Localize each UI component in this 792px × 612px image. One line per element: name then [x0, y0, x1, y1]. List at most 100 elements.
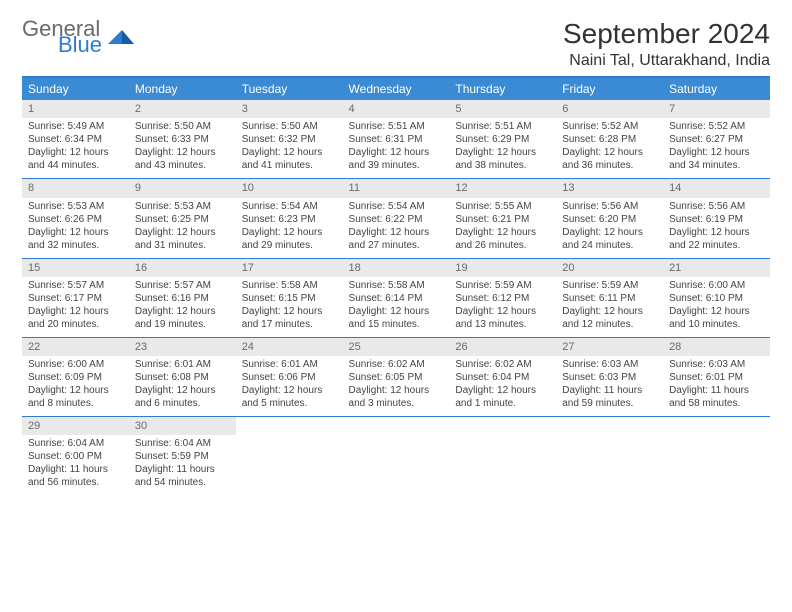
- sunset-text: Sunset: 6:11 PM: [562, 292, 657, 305]
- daylight-text-2: and 12 minutes.: [562, 318, 657, 331]
- day-detail-cell: [343, 435, 450, 495]
- sunset-text: Sunset: 6:31 PM: [349, 133, 444, 146]
- day-detail-cell: Sunrise: 5:59 AMSunset: 6:11 PMDaylight:…: [556, 277, 663, 338]
- daylight-text-2: and 31 minutes.: [135, 239, 230, 252]
- daylight-text-1: Daylight: 12 hours: [455, 384, 550, 397]
- daylight-text-2: and 26 minutes.: [455, 239, 550, 252]
- daylight-text-1: Daylight: 11 hours: [135, 463, 230, 476]
- daylight-text-1: Daylight: 12 hours: [28, 226, 123, 239]
- day-detail-cell: [236, 435, 343, 495]
- daylight-text-2: and 43 minutes.: [135, 159, 230, 172]
- day-detail-cell: Sunrise: 5:58 AMSunset: 6:14 PMDaylight:…: [343, 277, 450, 338]
- sunrise-text: Sunrise: 5:55 AM: [455, 200, 550, 213]
- sunset-text: Sunset: 6:00 PM: [28, 450, 123, 463]
- daylight-text-1: Daylight: 12 hours: [135, 226, 230, 239]
- sunset-text: Sunset: 6:34 PM: [28, 133, 123, 146]
- day-number-cell: 20: [556, 258, 663, 277]
- sunset-text: Sunset: 6:26 PM: [28, 213, 123, 226]
- logo-text-blue: Blue: [58, 34, 102, 56]
- header: General Blue September 2024 Naini Tal, U…: [22, 18, 770, 70]
- day-detail-row: Sunrise: 5:49 AMSunset: 6:34 PMDaylight:…: [22, 118, 770, 179]
- sunset-text: Sunset: 6:08 PM: [135, 371, 230, 384]
- day-number-cell: 2: [129, 100, 236, 118]
- daylight-text-1: Daylight: 12 hours: [455, 226, 550, 239]
- daylight-text-2: and 54 minutes.: [135, 476, 230, 489]
- day-number-row: 891011121314: [22, 179, 770, 198]
- day-number-row: 15161718192021: [22, 258, 770, 277]
- day-number-cell: 23: [129, 337, 236, 356]
- day-detail-cell: Sunrise: 6:04 AMSunset: 5:59 PMDaylight:…: [129, 435, 236, 495]
- day-detail-cell: [556, 435, 663, 495]
- day-number-cell: 27: [556, 337, 663, 356]
- sunset-text: Sunset: 6:33 PM: [135, 133, 230, 146]
- daylight-text-1: Daylight: 12 hours: [135, 384, 230, 397]
- day-number-cell: 28: [663, 337, 770, 356]
- sunrise-text: Sunrise: 6:00 AM: [28, 358, 123, 371]
- day-detail-cell: [663, 435, 770, 495]
- daylight-text-1: Daylight: 12 hours: [562, 226, 657, 239]
- sunset-text: Sunset: 6:19 PM: [669, 213, 764, 226]
- day-number-cell: [556, 417, 663, 436]
- day-number-cell: 15: [22, 258, 129, 277]
- sunrise-text: Sunrise: 5:54 AM: [349, 200, 444, 213]
- weekday-header-row: SundayMondayTuesdayWednesdayThursdayFrid…: [22, 78, 770, 100]
- sunset-text: Sunset: 6:29 PM: [455, 133, 550, 146]
- sunrise-text: Sunrise: 5:54 AM: [242, 200, 337, 213]
- daylight-text-2: and 20 minutes.: [28, 318, 123, 331]
- day-detail-row: Sunrise: 6:00 AMSunset: 6:09 PMDaylight:…: [22, 356, 770, 417]
- day-number-cell: 17: [236, 258, 343, 277]
- day-detail-cell: Sunrise: 5:52 AMSunset: 6:27 PMDaylight:…: [663, 118, 770, 179]
- day-number-cell: 3: [236, 100, 343, 118]
- day-detail-cell: Sunrise: 6:03 AMSunset: 6:01 PMDaylight:…: [663, 356, 770, 417]
- daylight-text-2: and 29 minutes.: [242, 239, 337, 252]
- day-detail-row: Sunrise: 5:53 AMSunset: 6:26 PMDaylight:…: [22, 198, 770, 259]
- daylight-text-2: and 56 minutes.: [28, 476, 123, 489]
- sunset-text: Sunset: 6:17 PM: [28, 292, 123, 305]
- day-detail-cell: Sunrise: 5:54 AMSunset: 6:23 PMDaylight:…: [236, 198, 343, 259]
- sunrise-text: Sunrise: 5:50 AM: [135, 120, 230, 133]
- sunset-text: Sunset: 6:06 PM: [242, 371, 337, 384]
- day-number-cell: 8: [22, 179, 129, 198]
- day-detail-cell: Sunrise: 6:01 AMSunset: 6:08 PMDaylight:…: [129, 356, 236, 417]
- day-number-cell: [343, 417, 450, 436]
- day-number-cell: 26: [449, 337, 556, 356]
- day-detail-row: Sunrise: 5:57 AMSunset: 6:17 PMDaylight:…: [22, 277, 770, 338]
- day-detail-cell: [449, 435, 556, 495]
- day-number-cell: 24: [236, 337, 343, 356]
- day-number-cell: 6: [556, 100, 663, 118]
- sunrise-text: Sunrise: 5:57 AM: [135, 279, 230, 292]
- daylight-text-2: and 22 minutes.: [669, 239, 764, 252]
- daylight-text-1: Daylight: 12 hours: [669, 146, 764, 159]
- day-number-row: 2930: [22, 417, 770, 436]
- sunset-text: Sunset: 6:27 PM: [669, 133, 764, 146]
- sunset-text: Sunset: 6:23 PM: [242, 213, 337, 226]
- weekday-header: Wednesday: [343, 78, 450, 100]
- daylight-text-1: Daylight: 12 hours: [242, 146, 337, 159]
- sunrise-text: Sunrise: 5:57 AM: [28, 279, 123, 292]
- day-number-cell: 14: [663, 179, 770, 198]
- day-detail-cell: Sunrise: 5:58 AMSunset: 6:15 PMDaylight:…: [236, 277, 343, 338]
- daylight-text-1: Daylight: 12 hours: [349, 146, 444, 159]
- daylight-text-1: Daylight: 12 hours: [669, 226, 764, 239]
- sunset-text: Sunset: 6:14 PM: [349, 292, 444, 305]
- day-number-cell: 22: [22, 337, 129, 356]
- sunrise-text: Sunrise: 5:59 AM: [455, 279, 550, 292]
- day-number-cell: 21: [663, 258, 770, 277]
- sunrise-text: Sunrise: 6:01 AM: [242, 358, 337, 371]
- daylight-text-2: and 38 minutes.: [455, 159, 550, 172]
- day-number-cell: [449, 417, 556, 436]
- sunrise-text: Sunrise: 5:58 AM: [242, 279, 337, 292]
- day-detail-cell: Sunrise: 6:02 AMSunset: 6:04 PMDaylight:…: [449, 356, 556, 417]
- day-detail-row: Sunrise: 6:04 AMSunset: 6:00 PMDaylight:…: [22, 435, 770, 495]
- day-number-cell: 13: [556, 179, 663, 198]
- daylight-text-1: Daylight: 12 hours: [135, 146, 230, 159]
- location: Naini Tal, Uttarakhand, India: [563, 52, 770, 70]
- daylight-text-2: and 19 minutes.: [135, 318, 230, 331]
- day-number-cell: 25: [343, 337, 450, 356]
- day-detail-cell: Sunrise: 6:03 AMSunset: 6:03 PMDaylight:…: [556, 356, 663, 417]
- day-detail-cell: Sunrise: 5:55 AMSunset: 6:21 PMDaylight:…: [449, 198, 556, 259]
- daylight-text-1: Daylight: 12 hours: [669, 305, 764, 318]
- daylight-text-1: Daylight: 12 hours: [28, 305, 123, 318]
- sunset-text: Sunset: 6:01 PM: [669, 371, 764, 384]
- sunrise-text: Sunrise: 5:59 AM: [562, 279, 657, 292]
